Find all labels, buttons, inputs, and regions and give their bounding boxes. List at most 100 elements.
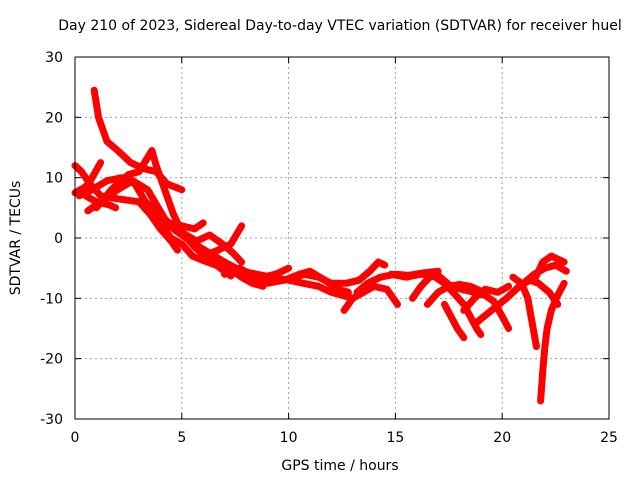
data-point: [238, 222, 245, 229]
series-arc-n: [340, 282, 401, 314]
series-arc-x: [537, 279, 568, 405]
data-point: [328, 280, 335, 287]
data-point: [104, 138, 111, 145]
data-point: [114, 147, 121, 154]
data-point: [435, 289, 442, 296]
data-point: [127, 159, 134, 166]
data-point: [200, 219, 207, 226]
data-point: [563, 268, 570, 275]
data-point: [247, 271, 254, 278]
data-point: [106, 201, 113, 208]
data-point: [157, 225, 164, 232]
x-tick-label: 15: [386, 430, 404, 446]
data-point: [170, 222, 177, 229]
data-point: [206, 231, 213, 238]
data-point: [460, 307, 467, 314]
data-point: [193, 238, 200, 245]
data-point: [315, 274, 322, 281]
data-point: [364, 280, 371, 287]
data-point: [418, 271, 425, 278]
data-point: [238, 274, 245, 281]
data-point: [394, 301, 401, 308]
data-point: [264, 280, 271, 287]
data-point: [505, 283, 512, 290]
data-point: [146, 210, 153, 217]
data-point: [343, 280, 350, 287]
data-point: [339, 292, 345, 299]
gridlines: [75, 57, 609, 419]
y-tick-labels: -30 -20 -10 0 10 20 30: [40, 50, 63, 428]
data-point: [541, 265, 548, 272]
data-point: [168, 238, 175, 245]
series-arc-r: [423, 281, 485, 308]
data-point: [285, 265, 292, 272]
data-point: [499, 313, 506, 320]
data-point: [381, 262, 388, 269]
data-point: [227, 241, 234, 248]
data-point: [91, 87, 98, 94]
data-point: [490, 298, 497, 305]
data-point: [82, 192, 89, 199]
data-point: [548, 307, 555, 314]
data-point: [84, 207, 91, 214]
data-point: [552, 262, 559, 269]
data-point: [531, 271, 538, 278]
data-point: [114, 195, 121, 202]
data-point: [112, 204, 119, 211]
y-tick-label: -20: [40, 352, 63, 368]
data-point: [153, 162, 160, 169]
data-point: [539, 367, 546, 374]
data-point: [285, 277, 292, 284]
data-point: [353, 289, 360, 296]
series-arc-i: [169, 222, 246, 266]
data-point: [488, 307, 495, 314]
data-point: [524, 295, 531, 302]
data-point: [537, 397, 544, 404]
data-point: [200, 253, 207, 260]
data-point: [467, 313, 474, 320]
series-arc-s: [441, 300, 468, 342]
data-point: [356, 277, 363, 284]
data-point: [388, 271, 395, 278]
data-point: [95, 114, 102, 121]
data-point: [104, 177, 111, 184]
x-tick-label: 25: [600, 430, 618, 446]
x-tick-labels: 0 5 10 15 20 25: [71, 430, 618, 446]
data-point: [520, 280, 527, 287]
data-point: [529, 319, 536, 326]
data-point: [445, 283, 452, 290]
data-point: [366, 268, 373, 275]
data-point: [82, 183, 89, 190]
data-point: [548, 253, 555, 260]
series-arc-l: [221, 264, 293, 281]
data-point: [383, 286, 390, 293]
data-point: [97, 198, 104, 205]
data-point: [418, 283, 425, 290]
data-point: [341, 307, 348, 314]
data-point: [349, 295, 356, 302]
data-point: [189, 253, 196, 260]
series-arc-b: [90, 86, 186, 194]
data-point: [454, 325, 461, 332]
data-point: [544, 325, 551, 332]
y-tick-label: 20: [45, 110, 63, 126]
x-tick-label: 20: [493, 430, 511, 446]
data-point: [447, 313, 454, 320]
data-point: [409, 295, 416, 302]
data-point: [129, 177, 136, 184]
data-point: [546, 289, 553, 296]
data-point: [473, 319, 480, 326]
data-point: [238, 259, 245, 266]
data-point: [144, 186, 151, 193]
data-point: [477, 331, 484, 338]
data-point: [161, 186, 168, 193]
data-point: [136, 198, 143, 205]
data-point: [215, 247, 222, 254]
series-arc-j: [199, 222, 246, 260]
x-axis-label: GPS time / hours: [281, 458, 398, 474]
data-point: [328, 289, 335, 296]
data-point: [554, 256, 561, 263]
data-point: [561, 259, 568, 266]
data-point: [375, 259, 382, 266]
